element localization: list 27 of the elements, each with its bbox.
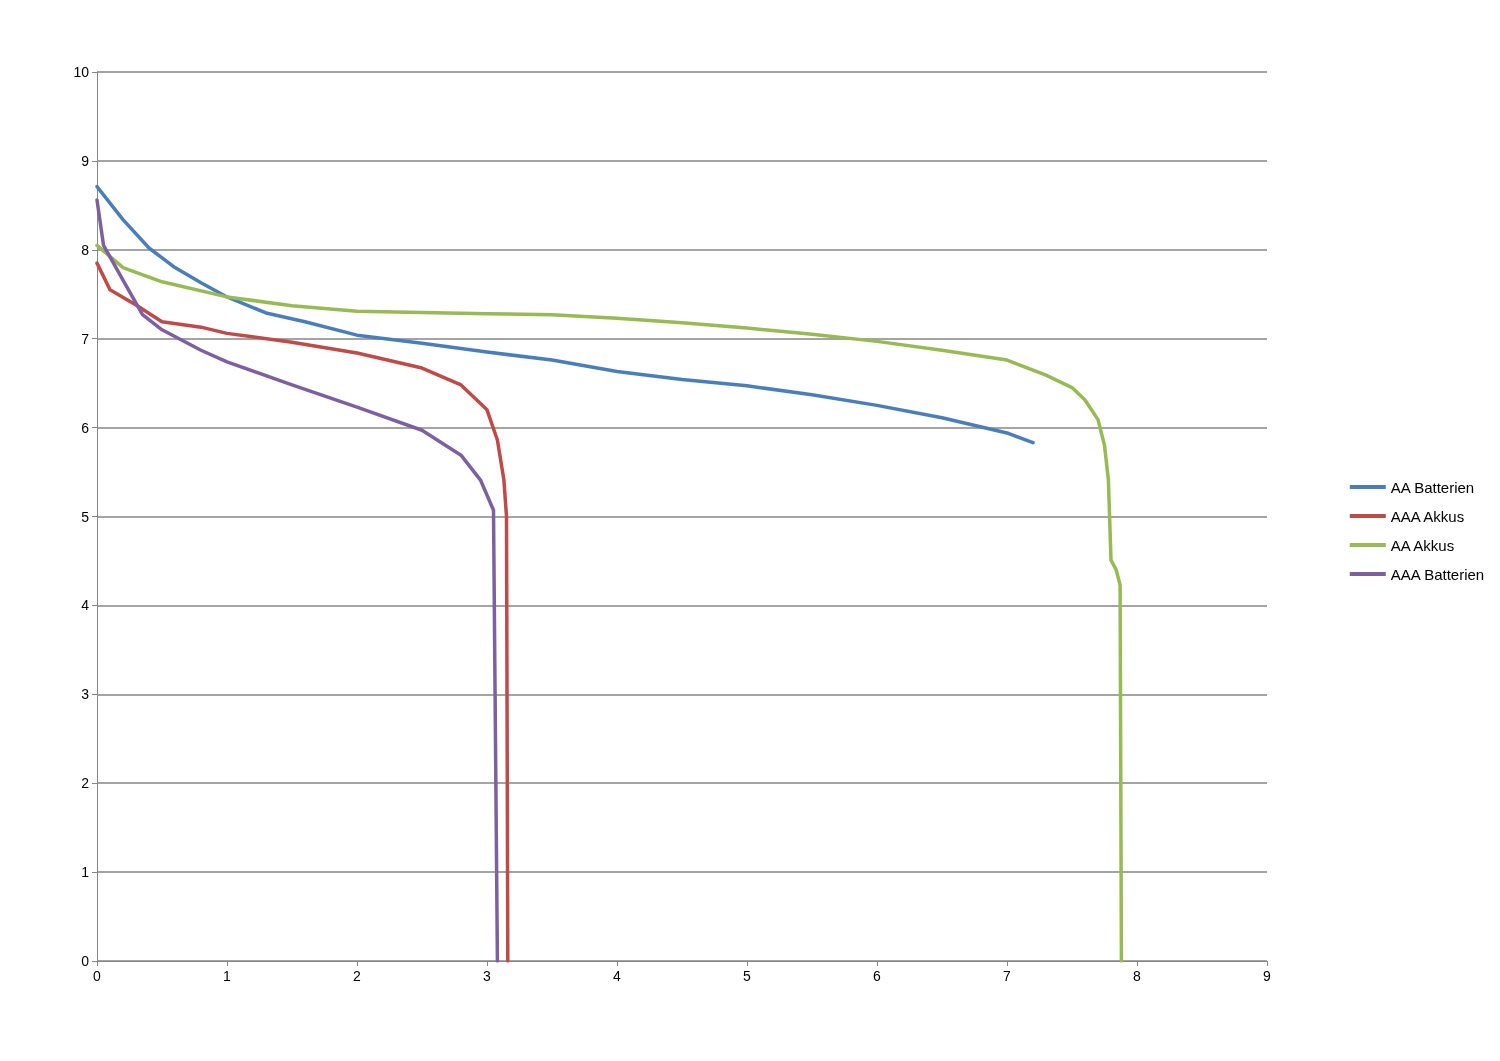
legend-label: AAA Batterien xyxy=(1390,565,1485,583)
line-series xyxy=(95,184,1035,445)
x-tick-label: 5 xyxy=(743,968,752,984)
x-tick-label: 0 xyxy=(93,968,102,984)
y-tick-label: 8 xyxy=(81,241,90,258)
x-tick-label: 6 xyxy=(873,968,882,984)
x-tick-label: 3 xyxy=(483,968,492,984)
line-series xyxy=(95,243,1124,963)
y-tick-label: 1 xyxy=(81,864,90,881)
y-tick-label: 9 xyxy=(81,152,90,169)
y-tick-label: 2 xyxy=(81,775,90,792)
y-tick-label: 7 xyxy=(81,330,90,347)
x-tick-label: 7 xyxy=(1003,968,1012,984)
legend-label: AA Batterien xyxy=(1390,478,1475,496)
x-tick-label: 4 xyxy=(613,968,622,984)
y-tick-label: 5 xyxy=(81,508,90,525)
y-tick-label: 10 xyxy=(73,64,90,80)
y-tick-label: 6 xyxy=(81,419,90,436)
y-tick-label: 3 xyxy=(81,686,90,703)
x-tick-label: 1 xyxy=(223,968,232,984)
y-tick-label: 0 xyxy=(81,953,90,969)
x-tick-label: 8 xyxy=(1133,968,1142,984)
y-tick-label: 4 xyxy=(81,597,90,614)
legend-label: AAA Akkus xyxy=(1390,507,1465,525)
x-tick-label: 2 xyxy=(353,968,362,984)
x-tick-label: 9 xyxy=(1263,968,1272,984)
legend-label: AA Akkus xyxy=(1390,536,1455,554)
